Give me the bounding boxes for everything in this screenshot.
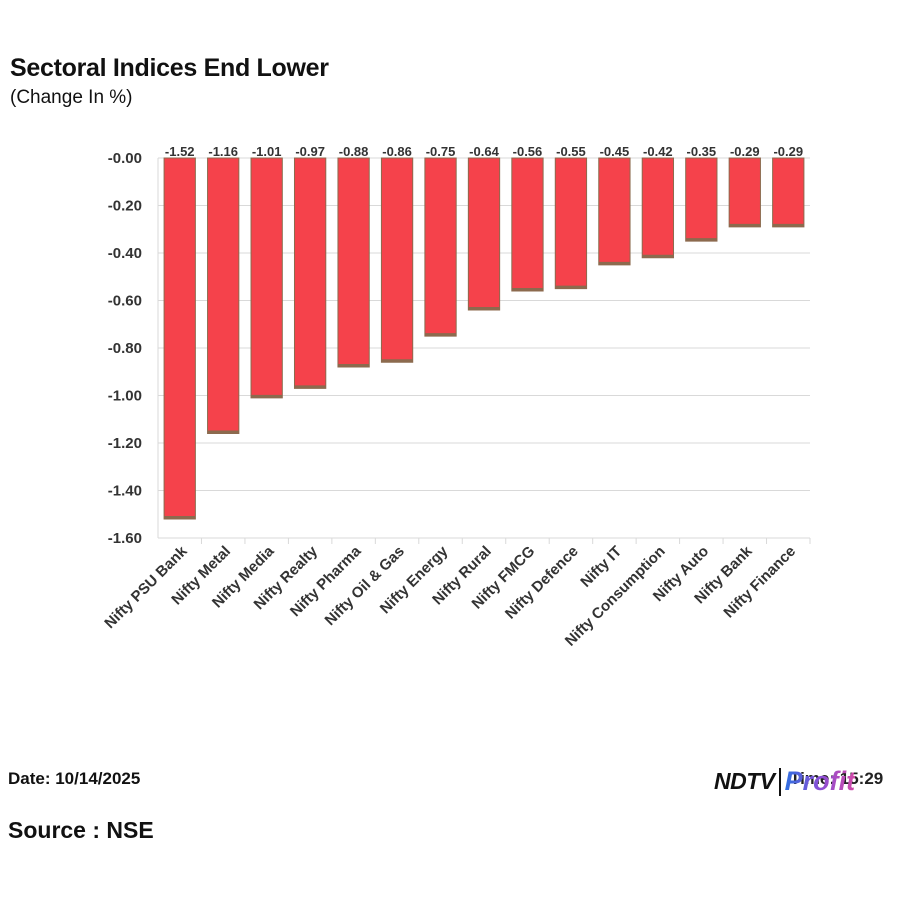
bar-edge (555, 285, 587, 289)
bar-edge (381, 359, 413, 363)
y-tick-label: -0.40 (108, 245, 142, 262)
bar-edge (685, 238, 717, 242)
logo-divider (778, 767, 781, 796)
bar (467, 157, 501, 311)
y-tick-label: -0.20 (108, 198, 142, 215)
bar-edge (642, 254, 674, 258)
chart-subtitle: (Change In %) (10, 87, 133, 108)
bar-edge (729, 223, 761, 227)
value-label: -0.56 (513, 144, 543, 159)
value-label: -0.42 (643, 144, 673, 159)
value-label: -0.75 (426, 144, 456, 159)
value-labels: -1.52 -1.16 -1.01 -0.97 -0.88 -0.86 -0.75 -0.64… (165, 144, 803, 159)
bar-edge (598, 261, 631, 265)
time-label: Time: 15:29 (790, 769, 884, 788)
bar (250, 157, 283, 399)
bar (337, 157, 370, 368)
value-label: -0.86 (382, 144, 412, 159)
bars (163, 157, 805, 520)
bar (685, 157, 718, 242)
value-label: -0.45 (600, 144, 630, 159)
bar (380, 157, 414, 363)
bar (511, 157, 544, 292)
bar (424, 157, 457, 337)
value-label: -0.29 (730, 144, 760, 159)
y-tick-label: -0.60 (108, 293, 142, 310)
y-tick-label: -0.80 (108, 340, 142, 357)
value-label: -1.52 (165, 144, 195, 159)
bar (207, 157, 240, 434)
y-tick-label: -1.00 (108, 388, 142, 405)
value-label: -0.64 (469, 144, 499, 159)
source-label: Source : NSE (8, 817, 154, 843)
value-label: -1.01 (252, 144, 282, 159)
date-label: Date: 10/14/2025 (8, 769, 141, 788)
bar-edge (251, 394, 283, 398)
bar (163, 157, 196, 520)
bar (293, 157, 327, 389)
value-label: -1.16 (208, 144, 238, 159)
value-label: -0.29 (773, 144, 803, 159)
bar (641, 157, 675, 259)
bar-edge (164, 516, 196, 519)
value-label: -0.35 (687, 144, 717, 159)
bar (772, 157, 805, 228)
logo-product: Profit (784, 766, 856, 796)
chart-title: Sectoral Indices End Lower (10, 54, 329, 82)
bar-edge (468, 307, 500, 310)
bar-edge (294, 385, 326, 389)
bar (728, 157, 761, 228)
ndtv-profit-logo: NDTV Profit (714, 766, 855, 797)
bar-edge (337, 364, 370, 367)
bar-edge (772, 223, 804, 227)
bar-edge (424, 333, 457, 337)
y-tick-label: -1.20 (108, 435, 142, 452)
bar-edge (207, 430, 239, 434)
bar-edge (511, 288, 544, 291)
value-label: -0.97 (295, 144, 325, 159)
y-axis-ticks: -0.00 -0.20 -0.40 -0.60 -0.80 -1.00 -1.20 -1.40… (108, 150, 142, 547)
y-tick-label: -0.00 (108, 150, 142, 167)
bar (598, 157, 631, 266)
y-tick-label: -1.40 (108, 483, 142, 500)
value-label: -0.88 (339, 144, 369, 159)
bar (554, 157, 588, 290)
logo-brand: NDTV (714, 768, 775, 794)
y-tick-label: -1.60 (108, 530, 142, 547)
value-label: -0.55 (556, 144, 586, 159)
